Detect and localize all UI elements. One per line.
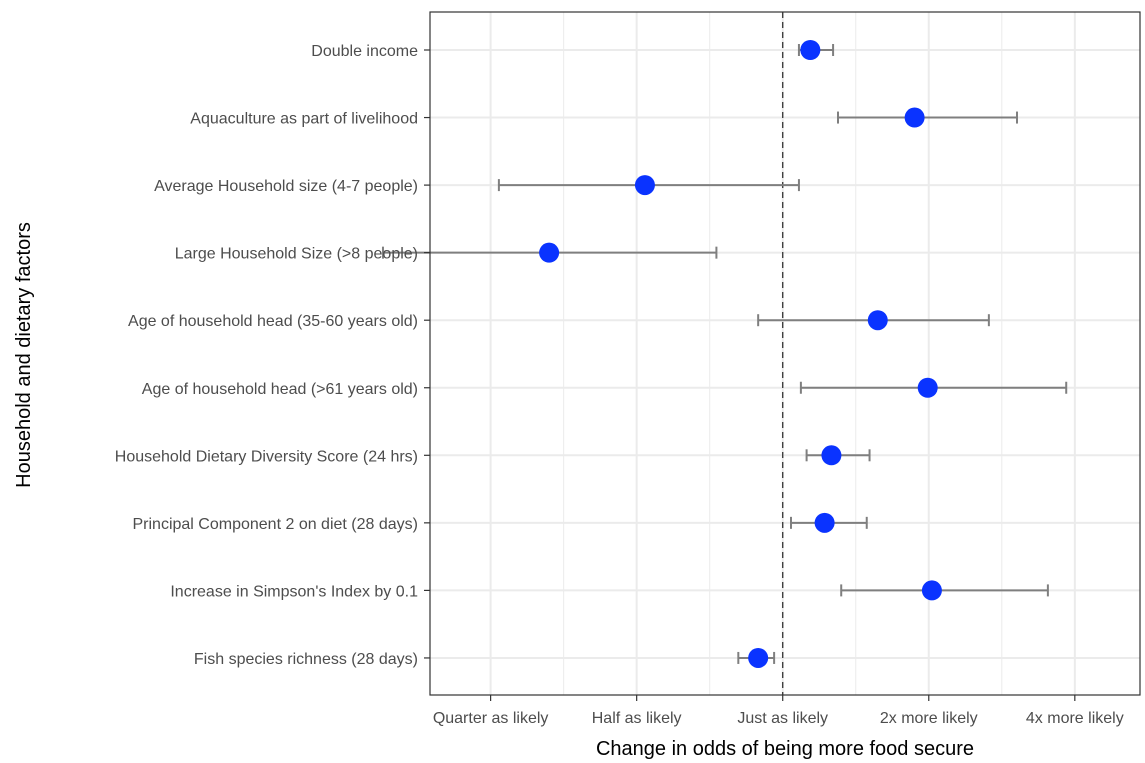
estimate-point: [904, 107, 925, 128]
y-tick-label: Large Household Size (>8 people): [175, 246, 418, 263]
y-tick-label: Principal Component 2 on diet (28 days): [133, 516, 419, 533]
grid-layer: [430, 12, 1140, 695]
y-tick-label: Age of household head (35-60 years old): [128, 313, 418, 330]
y-tick-label: Household Dietary Diversity Score (24 hr…: [115, 448, 418, 465]
x-tick-label: Just as likely: [737, 710, 828, 727]
x-tick-label: 2x more likely: [880, 710, 978, 727]
x-axis-ticks: Quarter as likely Half as likely Just as l…: [433, 695, 1124, 727]
estimate-point: [800, 40, 821, 60]
estimate-point: [921, 580, 942, 601]
estimate-point: [634, 175, 655, 196]
y-tick-label: Aquaculture as part of livelihood: [190, 111, 418, 128]
plot-panel-border: [429, 11, 1141, 696]
x-axis-title: Change in odds of being more food secure: [596, 738, 974, 760]
estimate-point: [539, 242, 560, 263]
estimate-point: [917, 377, 938, 398]
y-axis-title: Household and dietary factors: [13, 222, 35, 488]
estimate-point: [748, 647, 769, 668]
y-tick-label: Average Household size (4-7 people): [154, 178, 418, 195]
y-tick-label: Fish species richness (28 days): [194, 651, 418, 668]
estimate-point: [814, 512, 835, 533]
y-tick-label: Age of household head (>61 years old): [142, 381, 418, 398]
x-tick-label: Half as likely: [592, 710, 682, 727]
y-tick-label: Increase in Simpson's Index by 0.1: [170, 583, 418, 600]
y-axis-ticks: Double income Aquaculture as part of live…: [115, 43, 430, 668]
x-tick-label: 4x more likely: [1026, 710, 1124, 727]
errorbar-layer: [381, 44, 1068, 664]
estimate-point: [821, 445, 842, 466]
y-tick-label: Double income: [311, 43, 418, 60]
x-tick-label: Quarter as likely: [433, 710, 549, 727]
point-layer: [539, 40, 942, 668]
estimate-point: [867, 310, 888, 331]
